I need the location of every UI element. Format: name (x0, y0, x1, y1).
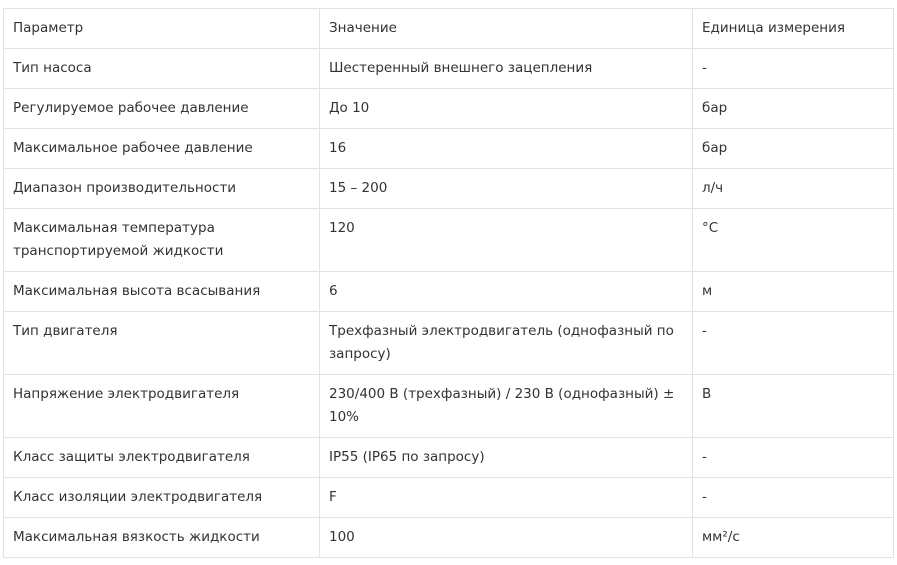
parameter-cell: Класс защиты электродвигателя (3, 437, 320, 478)
value-cell: IP55 (IP65 по запросу) (319, 437, 693, 478)
table-row: Максимальная вязкость жидкости 100 мм²/с (3, 517, 894, 558)
value-cell: 15 – 200 (319, 168, 693, 209)
parameter-cell: Максимальная высота всасывания (3, 271, 320, 312)
table-row: Максимальная высота всасывания 6 м (3, 271, 894, 312)
parameter-cell: Максимальное рабочее давление (3, 128, 320, 169)
header-cell-parameter: Параметр (3, 8, 320, 49)
specs-table: Параметр Значение Единица измерения Тип … (3, 8, 894, 558)
parameter-cell: Регулируемое рабочее давление (3, 88, 320, 129)
header-cell-unit: Единица измерения (692, 8, 894, 49)
parameter-cell: Максимальная вязкость жидкости (3, 517, 320, 558)
unit-cell: бар (692, 88, 894, 129)
unit-cell: - (692, 48, 894, 89)
table-row: Напряжение электродвигателя 230/400 В (тр… (3, 374, 894, 438)
value-cell: 120 (319, 208, 693, 272)
table-row: Диапазон производительности 15 – 200 л/ч (3, 168, 894, 209)
table-row: Тип двигателя Трехфазный электродвигатель… (3, 311, 894, 375)
table-row: Класс защиты электродвигателя IP55 (IP65 … (3, 437, 894, 478)
table-row: Максимальное рабочее давление 16 бар (3, 128, 894, 169)
table-row: Максимальная температура транспортируемо… (3, 208, 894, 272)
header-cell-value: Значение (319, 8, 693, 49)
parameter-cell: Тип двигателя (3, 311, 320, 375)
value-cell: 16 (319, 128, 693, 169)
unit-cell: В (692, 374, 894, 438)
value-cell: Трехфазный электродвигатель (однофазный … (319, 311, 693, 375)
unit-cell: - (692, 437, 894, 478)
unit-cell: м (692, 271, 894, 312)
parameter-cell: Диапазон производительности (3, 168, 320, 209)
table-row: Регулируемое рабочее давление До 10 бар (3, 88, 894, 129)
table-header-row: Параметр Значение Единица измерения (3, 8, 894, 49)
value-cell: До 10 (319, 88, 693, 129)
value-cell: 230/400 В (трехфазный) / 230 В (однофазн… (319, 374, 693, 438)
parameter-cell: Тип насоса (3, 48, 320, 89)
unit-cell: л/ч (692, 168, 894, 209)
unit-cell: мм²/с (692, 517, 894, 558)
parameter-cell: Класс изоляции электродвигателя (3, 477, 320, 518)
value-cell: Шестеренный внешнего зацепления (319, 48, 693, 89)
unit-cell: - (692, 477, 894, 518)
unit-cell: °C (692, 208, 894, 272)
unit-cell: - (692, 311, 894, 375)
value-cell: 6 (319, 271, 693, 312)
parameter-cell: Максимальная температура транспортируемо… (3, 208, 320, 272)
parameter-cell: Напряжение электродвигателя (3, 374, 320, 438)
unit-cell: бар (692, 128, 894, 169)
value-cell: 100 (319, 517, 693, 558)
table-row: Класс изоляции электродвигателя F - (3, 477, 894, 518)
value-cell: F (319, 477, 693, 518)
table-row: Тип насоса Шестеренный внешнего зацеплени… (3, 48, 894, 89)
